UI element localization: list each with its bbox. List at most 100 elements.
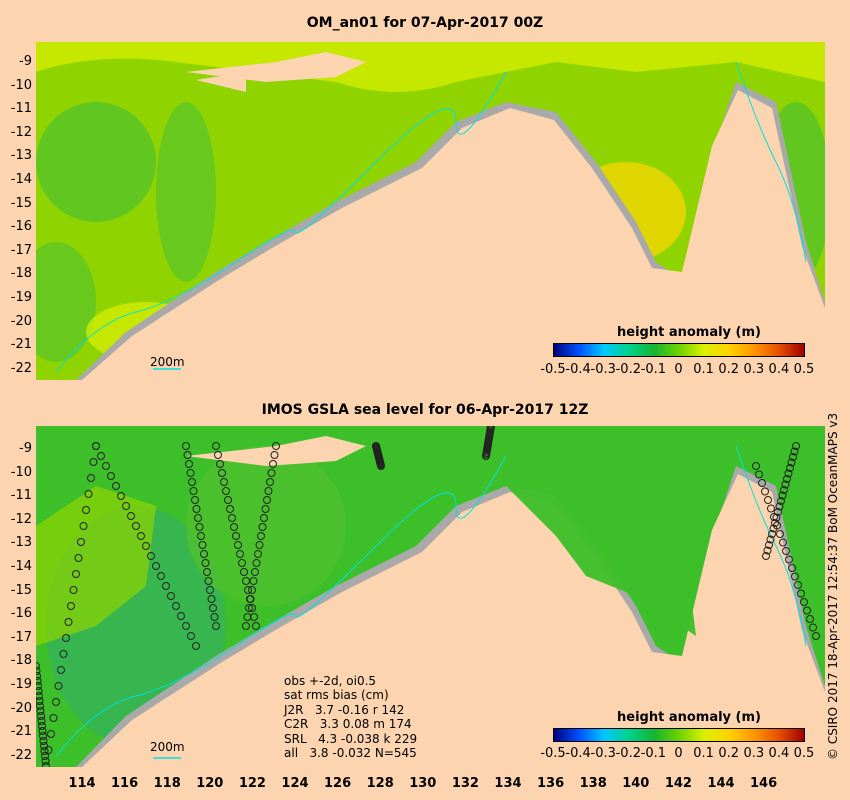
bottom-colorbar	[553, 728, 805, 742]
satellite-obs-marker	[167, 592, 175, 600]
longitude-tick-label: 132	[451, 776, 479, 791]
latitude-tick-label: -16	[10, 219, 32, 235]
satellite-obs-marker	[752, 462, 760, 470]
latitude-tick-label: -17	[10, 629, 32, 645]
latitude-tick-label: -19	[10, 290, 32, 305]
satellite-obs-marker	[377, 462, 385, 470]
satellite-obs-marker	[267, 469, 276, 477]
colorbar-tick-label: -0.1	[640, 746, 667, 761]
longitude-tick-label: 130	[409, 776, 437, 791]
satellite-obs-marker	[257, 532, 265, 540]
satellite-obs-marker	[775, 502, 784, 511]
longitude-tick-label: 142	[664, 776, 692, 791]
satellite-obs-marker	[207, 595, 216, 603]
obs-line: all 3.8 -0.032 N=545	[284, 746, 417, 761]
obs-line: obs +-2d, oi0.5	[284, 674, 377, 688]
satellite-obs-marker	[189, 487, 198, 495]
satellite-obs-marker	[216, 460, 224, 468]
satellite-obs-marker	[790, 447, 799, 456]
satellite-obs-marker	[39, 737, 48, 745]
satellite-obs-marker	[272, 442, 280, 450]
colorbar-tick-label: -0.5	[540, 362, 566, 377]
satellite-obs-marker	[266, 478, 274, 486]
satellite-obs-marker	[87, 474, 95, 482]
satellite-obs-marker	[788, 564, 796, 572]
latitude-tick-label: -22	[10, 360, 32, 376]
satellite-obs-marker	[765, 541, 773, 549]
satellite-obs-marker	[112, 482, 120, 490]
latitude-tick-label: -20	[10, 313, 32, 329]
colorbar-tick-label: -0.4	[565, 362, 591, 377]
colorbar-tick-label: -0.3	[590, 746, 616, 761]
satellite-obs-marker	[54, 682, 63, 690]
satellite-obs-marker	[187, 632, 195, 640]
satellite-obs-marker	[245, 604, 253, 612]
satellite-obs-marker	[797, 589, 805, 598]
colorbar-tick-label: 0.5	[793, 362, 815, 377]
credit-text: © CSIRO 2017 18-Apr-2017 12:54:37 BoM Oc…	[826, 412, 840, 760]
satellite-obs-marker	[40, 747, 49, 755]
satellite-obs-marker	[142, 542, 150, 550]
latitude-tick-label: -15	[10, 195, 32, 211]
satellite-obs-marker	[224, 496, 232, 504]
satellite-obs-marker	[89, 458, 98, 466]
satellite-obs-marker	[768, 530, 776, 538]
obs-line: J2R 3.7 -0.16 r 142	[284, 702, 405, 717]
satellite-obs-marker	[36, 672, 41, 680]
latitude-tick-label: -20	[10, 700, 32, 716]
satellite-obs-marker	[57, 666, 65, 674]
satellite-obs-marker	[762, 552, 770, 560]
satellite-obs-marker	[182, 442, 190, 450]
colorbar-tick-label: 0.5	[793, 746, 815, 761]
satellite-obs-marker	[246, 595, 254, 603]
satellite-obs-marker	[242, 622, 250, 630]
satellite-obs-marker	[36, 697, 44, 705]
satellite-obs-marker	[198, 541, 207, 549]
satellite-obs-marker	[222, 487, 230, 495]
satellite-obs-marker	[269, 460, 277, 468]
satellite-obs-marker	[92, 442, 100, 450]
top-map-panel	[36, 42, 825, 380]
bottom-panel-title: IMOS GSLA sea level for 06-Apr-2017 12Z	[261, 402, 589, 418]
satellite-obs-marker	[779, 538, 787, 547]
satellite-obs-marker	[809, 623, 817, 632]
latitude-tick-label: -16	[10, 606, 32, 622]
satellite-obs-marker	[44, 746, 53, 754]
longitude-tick-label: 124	[281, 776, 309, 791]
satellite-obs-marker	[82, 506, 90, 514]
top-isobath-label: 200m	[150, 355, 185, 369]
top-colorbar	[553, 343, 805, 357]
satellite-obs-marker	[36, 687, 43, 695]
satellite-obs-marker	[487, 426, 495, 430]
satellite-obs-marker	[769, 524, 778, 533]
colorbar-tick-label: -0.4	[565, 746, 591, 761]
latitude-tick-label: -11	[10, 488, 32, 504]
satellite-obs-marker	[214, 451, 222, 459]
latitude-tick-label: -10	[10, 77, 32, 93]
obs-line: sat rms bias (cm)	[284, 688, 389, 703]
satellite-obs-marker	[62, 634, 70, 642]
colorbar-tick-label: -0.2	[615, 362, 641, 377]
satellite-obs-marker	[248, 586, 256, 594]
colorbar-tick-label: 0.3	[743, 746, 765, 761]
latitude-tick-label: -9	[19, 54, 32, 69]
satellite-obs-marker	[763, 546, 772, 555]
colorbar-tick-label: 0.1	[693, 746, 714, 761]
satellite-obs-marker	[252, 559, 261, 567]
colorbar-tick-label: 0.4	[768, 362, 790, 377]
satellite-obs-marker	[218, 469, 226, 477]
longitude-tick-label: 122	[238, 776, 266, 791]
bottom-colorbar-title: height anomaly (m)	[617, 710, 761, 725]
longitude-tick-label: 114	[68, 776, 96, 791]
latitude-tick-label: -12	[10, 511, 32, 527]
latitude-tick-label: -11	[10, 101, 32, 117]
satellite-obs-marker	[195, 523, 204, 531]
bottom-map-panel	[36, 426, 825, 767]
satellite-obs-marker	[36, 702, 44, 710]
satellite-obs-marker	[36, 707, 45, 715]
satellite-obs-marker	[52, 698, 60, 706]
colorbar-tick-label: 0.1	[693, 362, 714, 377]
satellite-obs-marker	[84, 490, 93, 498]
latitude-tick-label: -19	[10, 677, 32, 692]
colorbar-tick-label: 0.3	[743, 362, 765, 377]
